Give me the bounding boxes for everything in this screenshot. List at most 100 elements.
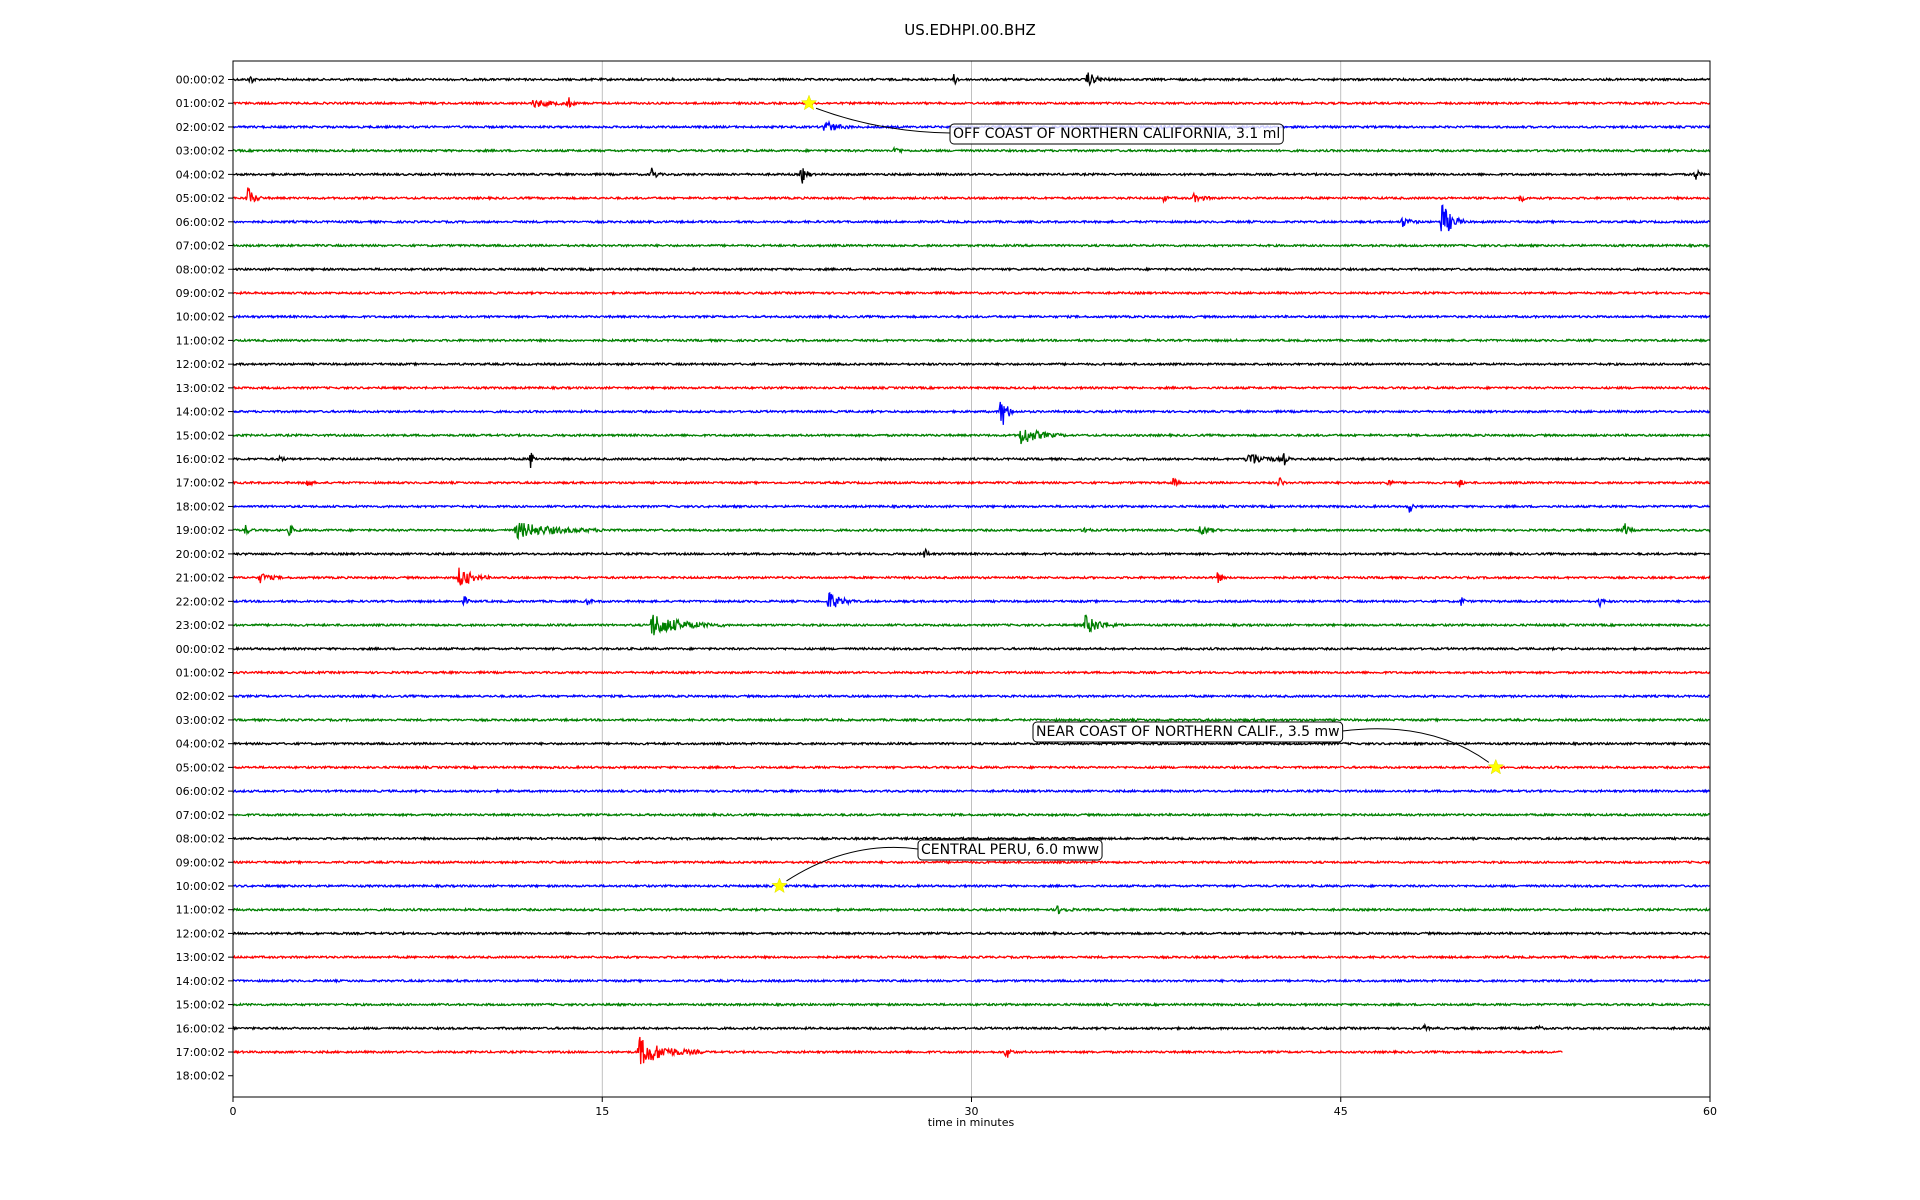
trace-row-26 <box>232 693 1710 700</box>
trace-row-3 <box>232 145 1711 155</box>
trace-row-16 <box>232 452 1711 469</box>
row-label: 05:00:02 <box>176 761 225 774</box>
trace-row-21 <box>232 567 1711 586</box>
row-label: 03:00:02 <box>176 714 225 727</box>
row-label: 12:00:02 <box>176 927 225 940</box>
row-label: 07:00:02 <box>176 240 225 253</box>
row-label: 00:00:02 <box>176 74 225 87</box>
event-annotation: NEAR COAST OF NORTHERN CALIF., 3.5 mw <box>1032 721 1505 775</box>
row-label: 17:00:02 <box>176 1046 225 1059</box>
trace-row-6 <box>232 204 1711 232</box>
row-label: 15:00:02 <box>176 429 225 442</box>
row-label: 06:00:02 <box>176 216 225 229</box>
trace-row-20 <box>232 547 1711 558</box>
trace-row-8 <box>232 266 1711 272</box>
row-label: 10:00:02 <box>176 880 225 893</box>
trace-row-31 <box>232 812 1711 818</box>
trace-row-9 <box>232 290 1711 296</box>
annotation-text: CENTRAL PERU, 6.0 mww <box>921 842 1099 858</box>
annotation-arrow <box>786 846 919 882</box>
trace-row-29 <box>232 764 1711 771</box>
row-label: 09:00:02 <box>176 856 225 869</box>
row-label: 03:00:02 <box>176 145 225 158</box>
row-label: 11:00:02 <box>176 904 225 917</box>
trace-row-13 <box>232 385 1711 391</box>
trace-row-23 <box>232 614 1710 636</box>
trace-row-35 <box>232 905 1711 915</box>
row-label: 06:00:02 <box>176 785 225 798</box>
event-annotation: OFF COAST OF NORTHERN CALIFORNIA, 3.1 ml <box>800 94 1284 145</box>
trace-row-27 <box>232 717 1711 723</box>
trace-row-34 <box>232 883 1711 889</box>
row-label: 08:00:02 <box>176 263 225 276</box>
trace-row-22 <box>232 591 1711 609</box>
trace-row-38 <box>232 978 1711 984</box>
row-label: 20:00:02 <box>176 548 225 561</box>
row-label: 15:00:02 <box>176 999 225 1012</box>
trace-row-37 <box>232 954 1711 960</box>
row-label: 13:00:02 <box>176 951 225 964</box>
trace-row-15 <box>232 428 1711 445</box>
x-tick-label: 15 <box>595 1105 609 1118</box>
row-labels: 00:00:02 01:00:02 02:00:02 03:00:02 04:00:02… <box>176 74 233 1083</box>
trace-row-24 <box>232 646 1711 652</box>
x-axis-label: time in minutes <box>928 1116 1015 1129</box>
trace-row-18 <box>232 503 1711 513</box>
x-axis-ticks: 0 15 30 45 60 <box>230 1097 1717 1118</box>
event-star-marker <box>800 94 818 111</box>
row-label: 08:00:02 <box>176 833 225 846</box>
trace-row-1 <box>233 97 1711 109</box>
row-label: 05:00:02 <box>176 192 225 205</box>
row-label: 14:00:02 <box>176 406 225 419</box>
row-label: 18:00:02 <box>176 500 225 513</box>
row-label: 19:00:02 <box>176 524 225 537</box>
row-label: 10:00:02 <box>176 311 225 324</box>
trace-row-40 <box>232 1022 1711 1033</box>
row-label: 00:00:02 <box>176 643 225 656</box>
trace-row-5 <box>232 187 1711 204</box>
trace-row-7 <box>232 242 1711 249</box>
trace-row-41 <box>233 1036 1563 1065</box>
annotation-arrow <box>1342 728 1490 763</box>
trace-row-12 <box>232 361 1711 367</box>
event-star-marker <box>1487 758 1505 775</box>
row-label: 23:00:02 <box>176 619 225 632</box>
row-label: 01:00:02 <box>176 667 225 680</box>
row-label: 14:00:02 <box>176 975 225 988</box>
row-label: 04:00:02 <box>176 738 225 751</box>
row-label: 02:00:02 <box>176 690 225 703</box>
trace-row-39 <box>232 1001 1711 1008</box>
row-label: 11:00:02 <box>176 334 225 347</box>
row-label: 16:00:02 <box>176 1022 225 1035</box>
row-label: 17:00:02 <box>176 477 225 490</box>
trace-row-14 <box>232 401 1711 425</box>
trace-row-19 <box>232 522 1711 541</box>
trace-row-25 <box>232 669 1711 676</box>
row-label: 22:00:02 <box>176 595 225 608</box>
trace-row-28 <box>232 741 1711 747</box>
annotation-box <box>1032 721 1344 743</box>
row-label: 21:00:02 <box>176 572 225 585</box>
x-tick-label: 30 <box>965 1105 979 1118</box>
x-tick-label: 45 <box>1334 1105 1348 1118</box>
annotation-box <box>917 839 1103 861</box>
x-tick-label: 60 <box>1703 1105 1717 1118</box>
row-label: 13:00:02 <box>176 382 225 395</box>
trace-row-36 <box>232 930 1711 937</box>
trace-row-10 <box>232 314 1711 320</box>
row-label: 12:00:02 <box>176 358 225 371</box>
trace-row-33 <box>232 859 1711 866</box>
annotations: OFF COAST OF NORTHERN CALIFORNIA, 3.1 ml… <box>771 94 1505 894</box>
event-annotation: CENTRAL PERU, 6.0 mww <box>771 839 1103 894</box>
annotation-text: OFF COAST OF NORTHERN CALIFORNIA, 3.1 ml <box>953 126 1280 142</box>
x-tick-label: 0 <box>230 1105 237 1118</box>
row-label: 04:00:02 <box>176 168 225 181</box>
row-label: 02:00:02 <box>176 121 225 134</box>
trace-row-32 <box>232 835 1711 842</box>
row-label: 16:00:02 <box>176 453 225 466</box>
event-star-marker <box>771 877 788 894</box>
annotation-arrow <box>815 107 951 134</box>
row-label: 18:00:02 <box>176 1070 225 1083</box>
annotation-text: NEAR COAST OF NORTHERN CALIF., 3.5 mw <box>1036 724 1340 740</box>
